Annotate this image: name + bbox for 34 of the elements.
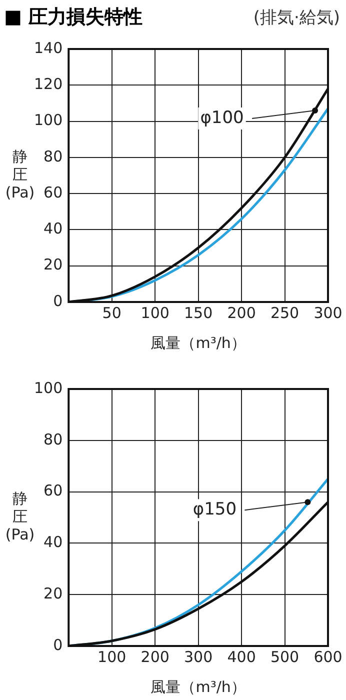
x-axis-title: 風量（m³/h） [150, 678, 246, 696]
y-tick-label: 60 [44, 183, 63, 202]
y-axis-title: 静圧(Pa) [5, 489, 35, 544]
x-tick-label: 300 [184, 648, 213, 666]
x-tick-label: 50 [102, 304, 122, 322]
x-tick-label: 150 [184, 304, 213, 322]
x-axis-title: 風量（m³/h） [150, 334, 246, 352]
y-tick-label: 40 [44, 220, 63, 238]
x-tick-label: 250 [270, 304, 300, 322]
y-tick-label: 80 [44, 430, 63, 448]
y-tick-label: 60 [44, 482, 63, 500]
y-tick-label: 40 [44, 533, 63, 552]
annotation: φ150 [192, 500, 237, 520]
x-tick-label: 200 [227, 304, 256, 322]
x-tick-label: 100 [140, 304, 170, 322]
annotation: φ100 [200, 108, 244, 128]
y-tick-label: 100 [34, 378, 63, 397]
x-tick-label: 600 [314, 648, 342, 666]
y-tick-label: 0 [53, 636, 63, 654]
y-tick-label: 0 [53, 292, 63, 310]
chart-title: ■ 圧力損失特性 [4, 5, 143, 30]
x-tick-label: 300 [314, 304, 342, 322]
x-tick-label: 400 [227, 648, 256, 666]
y-tick-label: 100 [34, 111, 63, 130]
x-tick-label: 200 [140, 648, 170, 666]
x-tick-label: 500 [270, 648, 300, 666]
y-axis-title: 静圧(Pa) [5, 147, 35, 202]
y-tick-label: 120 [34, 75, 63, 94]
x-tick-label: 100 [98, 648, 126, 666]
y-tick-label: 20 [44, 584, 63, 602]
y-tick-label: 140 [34, 38, 63, 57]
y-tick-label: 20 [44, 256, 63, 274]
chart-subtitle: (排気·給気) [253, 6, 340, 28]
y-tick-label: 80 [44, 147, 63, 166]
